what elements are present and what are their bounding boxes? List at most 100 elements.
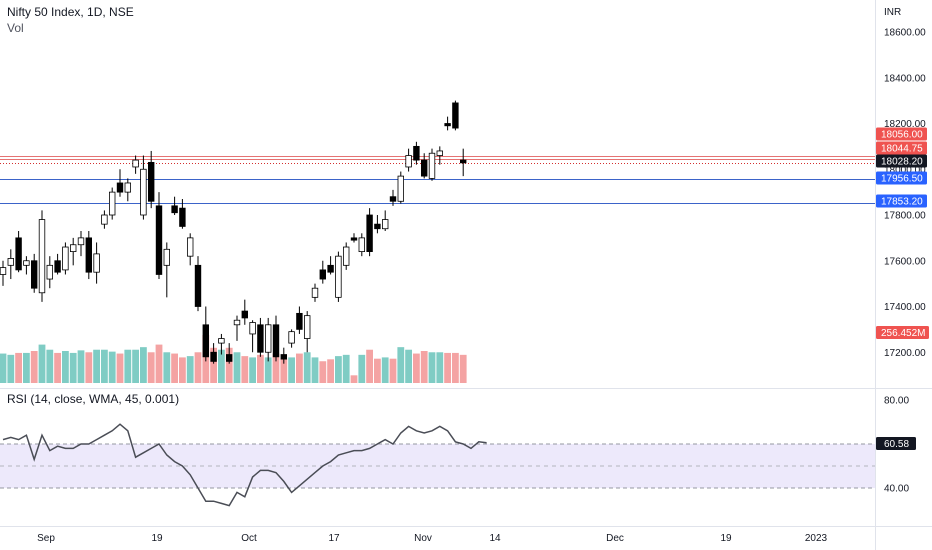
candle-body — [444, 123, 451, 127]
volume-bar — [335, 356, 342, 383]
candle-body — [202, 324, 209, 358]
candle-body — [194, 264, 202, 307]
price-label-box — [876, 171, 927, 185]
volume-bar — [389, 358, 397, 383]
candle-body — [225, 354, 233, 362]
candle-body — [93, 253, 100, 273]
candle-body — [210, 351, 217, 362]
candle-body — [0, 267, 7, 275]
candle-body — [109, 191, 116, 216]
price-label: 18044.75 — [881, 144, 923, 155]
candle-body — [342, 246, 350, 266]
candle-body — [140, 168, 147, 216]
volume-bar — [77, 350, 85, 383]
price-label-box — [876, 141, 927, 155]
candle-body — [381, 219, 389, 230]
volume-bar — [124, 349, 132, 383]
volume-bar — [303, 352, 311, 383]
candle-body — [241, 310, 248, 319]
volume-bar — [38, 344, 46, 383]
volume-bar — [241, 356, 249, 383]
candle-body — [420, 159, 428, 177]
volume-bar — [319, 361, 327, 383]
time-tick-label: 2023 — [805, 533, 828, 544]
volume-value-label: 256.452M — [881, 328, 925, 339]
volume-bar — [249, 357, 256, 383]
candle-body — [303, 315, 311, 339]
volume-bar — [218, 349, 225, 383]
rsi-value-box — [876, 437, 916, 450]
volume-value-box — [876, 326, 929, 339]
volume-bar — [0, 353, 7, 383]
candle-body — [218, 338, 225, 344]
rsi-line — [2, 423, 487, 507]
price-label: 18056.00 — [881, 130, 923, 141]
price-label: 18028.20 — [881, 157, 923, 168]
volume-bar — [163, 352, 171, 383]
candle-body — [358, 237, 365, 253]
volume-bar — [54, 352, 61, 383]
candle-body — [163, 248, 170, 266]
candle-body — [23, 260, 30, 266]
volume-bar — [46, 349, 54, 383]
candle-body — [428, 152, 436, 179]
price-label-box — [876, 127, 927, 141]
candle-body — [15, 237, 22, 271]
volume-bar — [288, 357, 295, 383]
volume-bar — [62, 351, 69, 383]
volume-bar — [444, 352, 451, 383]
currency-label: INR — [884, 7, 901, 18]
candle-body — [132, 159, 139, 168]
volume-bar — [366, 349, 373, 383]
rsi-tick-label: 80.00 — [884, 396, 909, 407]
volume-bar — [342, 354, 350, 383]
price-label: 17956.50 — [881, 174, 923, 185]
candle-body — [30, 260, 38, 289]
candle-body — [350, 237, 358, 241]
price-label-box — [876, 194, 927, 208]
volume-bar — [93, 349, 100, 383]
volume-bar — [459, 354, 467, 383]
volume-bar — [140, 347, 147, 383]
candle-body — [124, 182, 131, 193]
time-tick-label: Oct — [241, 533, 257, 544]
chart-title: Nifty 50 Index, 1D, NSE — [7, 5, 134, 19]
volume-bar — [69, 352, 77, 383]
price-tick-label: 17800.00 — [884, 211, 926, 222]
time-tick-label: 14 — [489, 533, 501, 544]
volume-bar — [23, 352, 30, 383]
volume-bar — [264, 357, 272, 383]
candle-body — [452, 102, 459, 129]
candle-body — [155, 205, 163, 275]
time-tick-label: Sep — [37, 533, 55, 544]
volume-bar — [85, 352, 93, 383]
volume-label: Vol — [7, 21, 24, 35]
volume-bar — [311, 357, 319, 383]
volume-bar — [186, 356, 194, 383]
candle-body — [62, 246, 69, 271]
volume-bar — [210, 347, 217, 383]
volume-bar — [272, 353, 280, 383]
volume-bar — [194, 352, 202, 383]
candle-body — [366, 214, 373, 252]
candle-body — [38, 219, 46, 294]
candle-body — [85, 237, 92, 273]
candle-body — [272, 324, 280, 358]
price-label: 17853.20 — [881, 197, 923, 208]
time-tick-label: 17 — [328, 533, 340, 544]
volume-bar — [358, 354, 366, 383]
candle-body — [335, 255, 342, 298]
candle-body — [257, 324, 264, 353]
volume-bar — [116, 353, 124, 383]
candle-body — [280, 354, 287, 360]
candle-body — [249, 322, 256, 335]
volume-bar — [155, 344, 163, 383]
price-tick-label: 18600.00 — [884, 28, 926, 39]
candle-body — [264, 324, 272, 353]
candle-body — [389, 196, 397, 202]
volume-bar — [132, 349, 139, 383]
candle-body — [397, 175, 404, 202]
candle-body — [147, 161, 155, 202]
time-tick-label: 19 — [720, 533, 732, 544]
